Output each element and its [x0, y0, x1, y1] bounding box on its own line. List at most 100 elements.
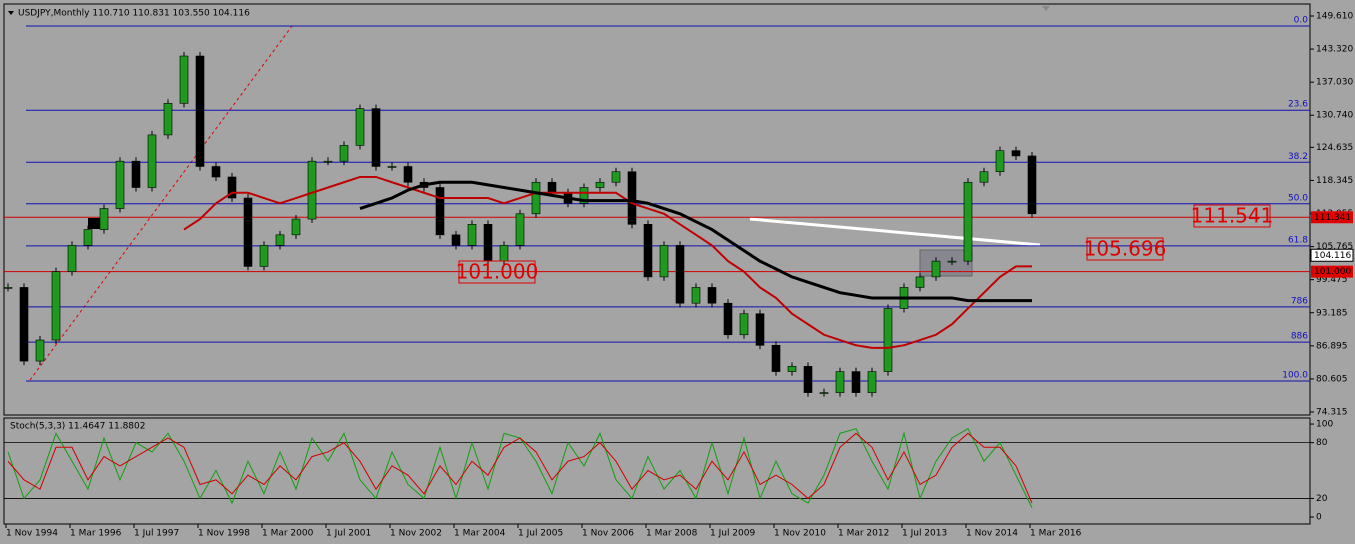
- candle: [995, 150, 1005, 173]
- candle: [1011, 150, 1021, 157]
- fib-label: 100.0: [1282, 371, 1308, 381]
- candle: [3, 287, 13, 289]
- price-box-label: 101.000: [1314, 267, 1351, 277]
- annotation: 111.541: [1191, 204, 1274, 228]
- fib-label: 23.6: [1288, 100, 1308, 110]
- fib-label: 38.2: [1288, 152, 1308, 162]
- y-tick-label: 80: [1316, 438, 1328, 448]
- candle: [323, 160, 333, 163]
- x-tick-label: 1 Nov 1994: [6, 529, 58, 539]
- series-line: [7, 432, 1033, 504]
- y-tick-label: 105.765: [1316, 242, 1353, 252]
- candle: [371, 108, 381, 167]
- y-tick-label: 137.030: [1316, 78, 1353, 88]
- candle: [771, 344, 781, 372]
- candle: [515, 213, 525, 246]
- x-tick-label: 1 Jul 1997: [134, 529, 179, 539]
- fib-label: 61.8: [1288, 235, 1308, 245]
- candle: [387, 166, 397, 168]
- chart-title: USDJPY,Monthly 110.710 110.831 103.550 1…: [18, 9, 250, 19]
- candle: [83, 229, 93, 246]
- x-tick-label: 1 Nov 2002: [390, 529, 442, 539]
- candle: [35, 339, 45, 362]
- candle: [867, 371, 877, 393]
- candle: [195, 55, 205, 167]
- candle: [51, 271, 61, 341]
- candle: [99, 208, 109, 230]
- candle: [531, 181, 541, 215]
- candle: [131, 160, 141, 188]
- candle: [787, 366, 797, 372]
- stoch-frame: [3, 417, 1311, 525]
- x-tick-label: 1 Mar 2016: [1030, 529, 1082, 539]
- y-tick-label: 74.315: [1316, 408, 1348, 418]
- candle: [803, 366, 813, 393]
- candle: [1027, 155, 1037, 215]
- x-tick-label: 1 Mar 1996: [70, 529, 122, 539]
- candle: [627, 171, 637, 225]
- candle: [851, 371, 861, 393]
- price-box: [1311, 265, 1353, 278]
- x-tick-label: 1 Nov 2014: [966, 529, 1018, 539]
- candle: [115, 160, 125, 209]
- candle: [595, 181, 605, 188]
- candle: [467, 224, 477, 246]
- candle: [67, 245, 77, 272]
- projection-line: [749, 217, 1041, 247]
- annotation-box: [1086, 237, 1164, 261]
- candle: [643, 224, 653, 278]
- trend-line: [29, 25, 293, 381]
- series-line: [183, 175, 1032, 349]
- price-box: [1311, 211, 1353, 224]
- candle: [739, 313, 749, 336]
- x-tick-label: 1 Nov 2010: [774, 529, 826, 539]
- y-tick-label: 149.610: [1316, 11, 1353, 21]
- candle: [707, 287, 717, 304]
- x-tick-label: 1 Jul 2009: [710, 529, 755, 539]
- main-frame: [3, 3, 1311, 416]
- candle: [163, 103, 173, 136]
- candle: [179, 55, 189, 104]
- candle: [579, 187, 589, 204]
- x-tick-label: 1 Mar 2004: [454, 529, 506, 539]
- annotation-box: [1193, 204, 1271, 228]
- y-tick-label: 118.345: [1316, 176, 1353, 186]
- x-tick-label: 1 Mar 2012: [838, 529, 889, 539]
- candle: [547, 181, 557, 194]
- candle: [435, 187, 445, 236]
- fib-label: 886: [1291, 332, 1308, 342]
- fib-label: 0.0: [1294, 16, 1309, 26]
- candle: [339, 145, 349, 162]
- y-tick-label: 80.605: [1316, 374, 1348, 384]
- candle: [19, 287, 29, 362]
- y-tick-label: 99.475: [1316, 275, 1348, 285]
- x-tick-label: 1 Mar 2000: [262, 529, 314, 539]
- y-tick-label: 93.185: [1316, 308, 1348, 318]
- x-tick-label: 1 Jul 2013: [902, 529, 947, 539]
- fib-label: 786: [1291, 296, 1308, 306]
- candle: [755, 313, 765, 346]
- candle: [835, 371, 845, 393]
- y-tick-label: 100: [1316, 420, 1333, 430]
- candle: [915, 276, 925, 288]
- candle: [211, 166, 221, 178]
- last-price-box: [1310, 248, 1354, 262]
- candle: [291, 218, 301, 236]
- y-tick-label: 124.635: [1316, 143, 1353, 153]
- candle: [659, 245, 669, 278]
- candle: [963, 181, 973, 262]
- y-tick-label: 20: [1316, 494, 1328, 504]
- last-price-label: 104.116: [1314, 251, 1351, 261]
- scroll-marker: [1042, 6, 1050, 11]
- y-tick-label: 143.320: [1316, 45, 1353, 55]
- candle: [819, 392, 829, 394]
- stoch-title: Stoch(5,3,3) 11.4647 11.8802: [10, 422, 145, 432]
- candle: [355, 108, 365, 146]
- price-box-label: 111.341: [1314, 213, 1351, 223]
- marker-box: [88, 218, 108, 229]
- candle: [259, 245, 269, 267]
- candle: [611, 171, 621, 183]
- y-tick-label: 0: [1316, 513, 1322, 523]
- candle: [147, 134, 157, 188]
